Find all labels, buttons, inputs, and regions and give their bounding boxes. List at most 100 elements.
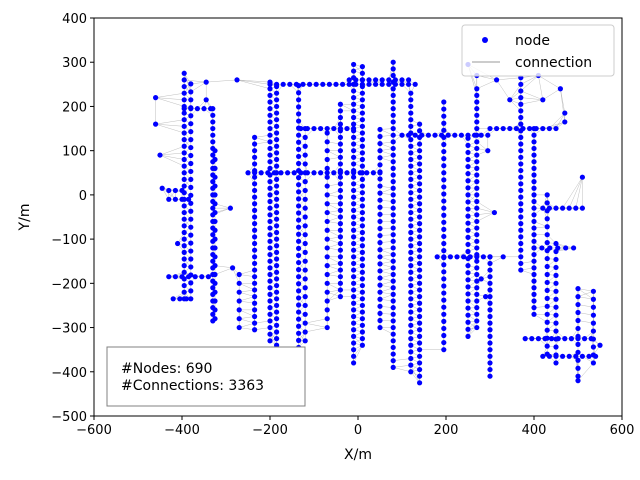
- node-point: [302, 302, 308, 309]
- node-point: [188, 137, 194, 143]
- node-point: [274, 282, 280, 289]
- node-point: [351, 294, 357, 300]
- node-point: [417, 380, 423, 386]
- node-point: [188, 81, 194, 87]
- node-point: [267, 132, 273, 138]
- node-point: [390, 212, 396, 218]
- legend-connection-label: connection: [515, 55, 592, 71]
- node-point: [390, 311, 396, 317]
- node-point: [274, 263, 280, 269]
- node-point: [417, 201, 423, 207]
- node-point: [252, 134, 258, 140]
- node-point: [203, 79, 209, 85]
- connection-line: [520, 99, 543, 105]
- node-point: [573, 205, 579, 211]
- node-point: [181, 183, 187, 189]
- node-point: [337, 260, 343, 267]
- node-point: [296, 274, 302, 280]
- node-point: [465, 220, 471, 226]
- connection-line: [496, 79, 510, 100]
- node-point: [487, 320, 493, 326]
- node-point: [474, 198, 480, 205]
- node-point: [357, 170, 363, 176]
- node-point: [406, 81, 412, 87]
- node-point: [274, 110, 280, 116]
- node-point: [441, 99, 447, 105]
- node-point: [531, 152, 537, 158]
- node-point: [465, 213, 471, 219]
- node-point: [513, 125, 520, 132]
- node-point: [575, 294, 581, 300]
- node-point: [417, 366, 423, 373]
- node-point: [590, 288, 597, 294]
- node-point: [579, 174, 586, 180]
- node-point: [487, 260, 493, 267]
- node-point: [390, 139, 396, 145]
- node-point: [274, 176, 280, 183]
- node-point: [359, 163, 365, 169]
- node-point: [408, 276, 414, 282]
- node-point: [359, 130, 365, 136]
- node-point: [252, 274, 258, 280]
- x-tick-label: 400: [522, 423, 547, 438]
- node-point: [377, 155, 383, 161]
- node-point: [236, 271, 242, 278]
- node-point: [417, 227, 423, 233]
- node-point: [553, 125, 559, 132]
- node-point: [454, 254, 460, 260]
- node-point: [364, 170, 370, 176]
- x-tick-label: 200: [434, 423, 459, 438]
- node-point: [441, 304, 447, 310]
- node-point: [586, 353, 592, 359]
- node-point: [487, 340, 493, 346]
- y-tick-label: −500: [51, 410, 87, 425]
- node-point: [441, 254, 447, 260]
- node-point: [544, 263, 550, 270]
- node-point: [337, 174, 343, 180]
- node-point: [324, 174, 330, 180]
- node-point: [377, 232, 383, 239]
- node-point: [546, 205, 553, 211]
- node-point: [302, 338, 308, 344]
- node-point: [351, 207, 357, 213]
- node-point: [188, 200, 194, 206]
- connection-line: [162, 188, 176, 200]
- node-point: [390, 265, 396, 271]
- node-point: [408, 176, 414, 183]
- node-point: [179, 274, 185, 280]
- node-point: [562, 110, 568, 116]
- node-point: [302, 205, 308, 211]
- connection-line: [232, 267, 240, 284]
- node-point: [417, 313, 423, 320]
- node-point: [406, 132, 412, 138]
- node-point: [300, 81, 306, 87]
- node-point: [408, 342, 414, 348]
- node-point: [324, 170, 330, 176]
- node-point: [359, 77, 365, 83]
- node-point: [337, 121, 343, 127]
- node-point: [425, 132, 431, 138]
- node-point: [553, 264, 559, 271]
- node-point: [441, 120, 447, 126]
- node-point: [296, 330, 302, 336]
- node-point: [373, 77, 379, 83]
- node-point: [210, 258, 216, 264]
- legend: node connection: [461, 24, 615, 77]
- node-point: [518, 260, 524, 267]
- node-point: [441, 325, 447, 332]
- node-point: [390, 225, 396, 231]
- node-point: [408, 289, 414, 295]
- node-point: [188, 216, 194, 222]
- node-point: [417, 327, 423, 333]
- node-point: [597, 342, 603, 348]
- node-point: [212, 227, 218, 233]
- node-point: [465, 248, 471, 255]
- node-point: [474, 152, 480, 158]
- node-point: [351, 221, 357, 227]
- node-point: [296, 309, 302, 315]
- connection-line: [575, 177, 583, 209]
- node-point: [252, 234, 258, 240]
- x-axis-label: X/m: [344, 447, 372, 463]
- node-point: [274, 150, 280, 156]
- node-point: [531, 271, 537, 278]
